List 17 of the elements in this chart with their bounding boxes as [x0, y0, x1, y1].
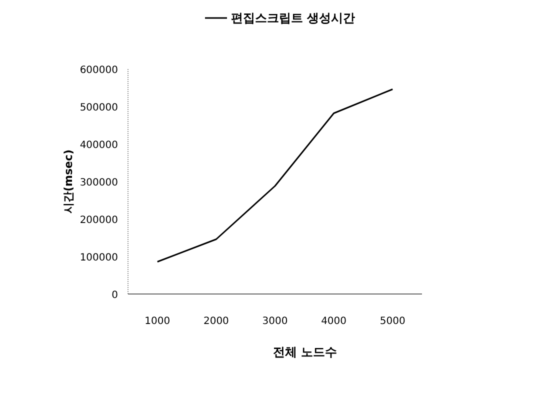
y-tick-label: 300000 [80, 178, 118, 188]
y-tick-label: 0 [112, 290, 118, 301]
legend-label: 편집스크립트 생성시간 [231, 11, 356, 25]
line-series [156, 88, 394, 262]
y-tick-label: 400000 [80, 140, 118, 151]
x-axis-title: 전체 노드수 [272, 345, 338, 359]
y-tick-label: 200000 [80, 215, 118, 226]
x-tick-label: 2000 [203, 316, 229, 327]
x-tick-label: 4000 [321, 316, 347, 327]
y-tick-label: 600000 [80, 65, 118, 76]
y-axis-title: 시간(msec) [62, 149, 75, 214]
y-tick-label: 100000 [80, 252, 118, 264]
x-tick-label: 1000 [144, 316, 170, 327]
x-tick-label: 5000 [380, 316, 406, 327]
legend: 편집스크립트 생성시간 [205, 11, 356, 25]
y-tick-label: 500000 [80, 102, 118, 114]
x-tick-label: 3000 [262, 316, 288, 327]
